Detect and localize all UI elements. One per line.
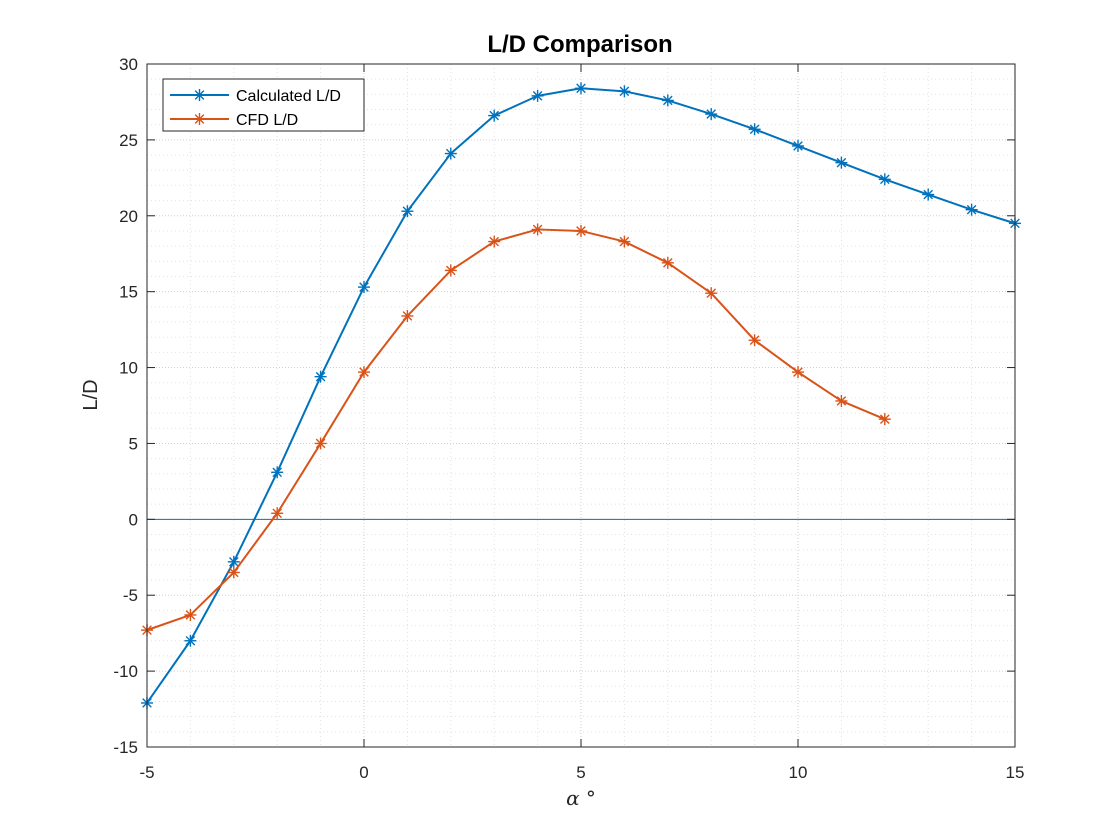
- data-point: [575, 224, 587, 237]
- data-point: [705, 108, 718, 121]
- y-tick-label: -15: [113, 738, 138, 757]
- chart-title: L/D Comparison: [487, 31, 672, 58]
- x-tick-label: 10: [789, 763, 808, 782]
- data-point: [835, 156, 848, 169]
- y-tick-label: 5: [129, 434, 138, 453]
- data-point: [401, 205, 414, 218]
- data-point: [531, 89, 544, 102]
- series-line: [146, 228, 886, 632]
- data-point: [965, 203, 978, 216]
- x-tick-label: 5: [576, 763, 585, 782]
- data-point: [661, 94, 674, 107]
- axes: [146, 63, 1016, 748]
- data-point: [488, 109, 501, 122]
- data-point: [618, 235, 631, 248]
- data-point: [184, 608, 197, 621]
- data-point: [661, 256, 674, 269]
- data-point: [314, 437, 327, 450]
- y-tick-label: 25: [119, 131, 138, 150]
- y-tick-label: 20: [119, 207, 138, 226]
- data-point: [618, 85, 631, 98]
- data-point: [575, 82, 587, 95]
- data-point: [748, 123, 761, 136]
- data-point: [748, 334, 761, 347]
- legend-entry: Calculated L/D: [170, 88, 341, 105]
- data-point: [531, 223, 544, 236]
- data-point: [401, 309, 414, 322]
- data-point: [358, 281, 370, 294]
- data-point: [184, 634, 197, 647]
- data-point: [444, 147, 457, 160]
- data-point: [314, 370, 327, 383]
- legend: Calculated L/D CFD L/D: [162, 78, 365, 132]
- data-point: [271, 466, 284, 479]
- y-tick-label: -10: [113, 662, 138, 681]
- data-point: [705, 287, 718, 300]
- grid: [147, 64, 1015, 747]
- x-tick-label: 0: [359, 763, 368, 782]
- data-point: [358, 366, 370, 379]
- y-tick-label: 30: [119, 55, 138, 74]
- legend-entry: CFD L/D: [170, 112, 298, 129]
- data-point: [878, 173, 891, 186]
- series-cfd: [141, 223, 891, 637]
- data-point: [878, 413, 891, 426]
- data-point: [792, 366, 804, 379]
- data-point: [835, 394, 848, 407]
- legend-marker: [193, 113, 206, 125]
- y-axis-label: L/D: [80, 379, 102, 410]
- y-tick-label: 0: [129, 510, 138, 529]
- data-point: [922, 188, 935, 201]
- data-point: [488, 235, 501, 248]
- y-tick-label: 15: [119, 283, 138, 302]
- data-point: [227, 555, 240, 568]
- legend-label: Calculated L/D: [236, 88, 341, 105]
- x-tick-label: -5: [139, 763, 154, 782]
- legend-marker: [193, 89, 206, 101]
- y-tick-label: -5: [123, 586, 138, 605]
- x-tick-label: 15: [1006, 763, 1025, 782]
- y-tick-label: 10: [119, 359, 138, 378]
- data-point: [444, 264, 457, 277]
- tick-labels: -5 0 5 10 15 -15 -10 -5 0 5 10 15 20 25 30: [113, 55, 1024, 782]
- data-point: [792, 139, 804, 152]
- x-axis-label: α °: [566, 786, 596, 810]
- data-point: [227, 566, 240, 579]
- data-point: [271, 507, 284, 520]
- legend-label: CFD L/D: [236, 112, 298, 129]
